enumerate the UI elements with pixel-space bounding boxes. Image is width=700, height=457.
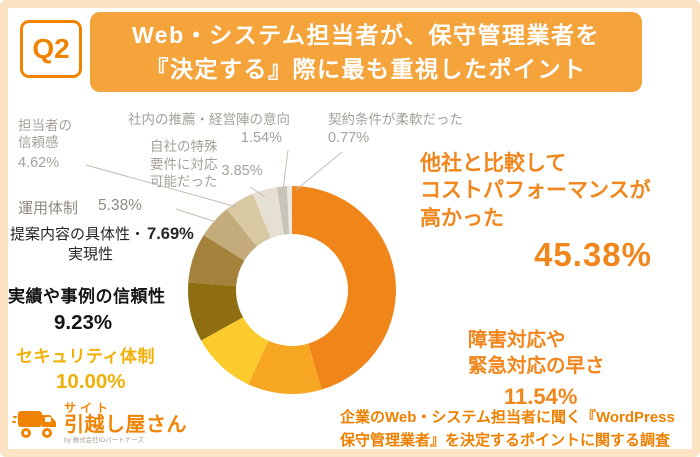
callout-shanai-pct: 1.54%	[240, 129, 282, 146]
callout-shogai-line2: 緊急対応の早さ	[468, 355, 605, 378]
donut-segment	[226, 193, 271, 247]
callout-jisseki: 実績や事例の信頼性 9.23%	[8, 282, 166, 335]
callout-jisha-line2: 要件に対応	[150, 156, 218, 172]
callout-tasha-pct: 45.38%	[534, 235, 652, 273]
callout-jisha: 自社の特殊 要件に対応 可能だった 3.85%	[150, 138, 263, 191]
callout-security: セキュリティ体制 10.00%	[16, 342, 155, 394]
donut-segments	[187, 186, 397, 395]
callout-tasha-line3: 高かった	[420, 206, 504, 230]
callout-jisha-lines: 自社の特殊 要件に対応 可能だった	[150, 138, 218, 191]
callout-jisha-line3: 可能だった	[150, 174, 218, 190]
question-number-label: Q2	[32, 33, 70, 64]
logo-sub-text: by 株式会社IDパートナーズ	[64, 436, 144, 444]
logo-main-text: 引越し屋さん	[64, 413, 187, 436]
page-title-line2: 『決定する』際に最も重視したポイント	[145, 56, 587, 82]
callout-unyo-text: 運用体制	[18, 200, 79, 217]
callout-tasha-lines: 他社と比較して コストパフォーマンスが 高かった	[420, 150, 652, 232]
callout-keiyaku: 契約条件が柔軟だった 0.77%	[328, 111, 463, 147]
callout-keiyaku-pct: 0.77%	[328, 129, 370, 146]
page-title: Web・システム担当者が、保守管理業者を 『決定する』際に最も重視したポイント	[90, 12, 642, 92]
callout-tasha-line2: コストパフォーマンスが	[420, 179, 651, 203]
question-number-badge: Q2	[20, 20, 82, 78]
donut-segment	[188, 235, 245, 286]
callout-jisseki-pct: 9.23%	[54, 311, 113, 334]
callout-shogai: 障害対応や 緊急対応の早さ 11.54%	[468, 327, 605, 410]
survey-note-line2: 保守管理業者』を決定するポイントに関する調査	[340, 431, 671, 449]
survey-note: 企業のWeb・システム担当者に聞く『WordPress 保守管理業者』を決定する…	[340, 407, 690, 452]
callout-tantosha-line1: 担当者の	[18, 118, 72, 133]
donut-segment	[203, 208, 257, 261]
truck-icon	[12, 411, 56, 439]
callout-unyo: 運用体制 5.38%	[18, 197, 142, 218]
callout-shogai-lines: 障害対応や 緊急対応の早さ	[468, 327, 605, 380]
callout-shanai: 社内の推薦・経営陣の意向 1.54%	[128, 111, 308, 147]
callout-jisha-line1: 自社の特殊	[150, 139, 218, 154]
donut-segment	[201, 317, 269, 385]
donut-segment	[276, 186, 290, 235]
site-logo: サイト 引越し屋さん by 株式会社IDパートナーズ	[12, 402, 187, 444]
donut-chart	[187, 186, 397, 395]
callout-jisseki-text: 実績や事例の信頼性	[8, 287, 166, 306]
callout-teian-line2: 実現性	[68, 246, 114, 264]
callout-teian-line1: 提案内容の具体性・ 7.69%	[10, 223, 194, 245]
callout-teian: 提案内容の具体性・ 7.69% 実現性	[10, 223, 194, 266]
callout-security-pct: 10.00%	[56, 370, 126, 393]
callout-keiyaku-text: 契約条件が柔軟だった	[328, 112, 463, 127]
callout-teian-pct: 7.69%	[147, 225, 194, 243]
callout-shogai-line1: 障害対応や	[468, 329, 566, 351]
callout-teian-line1-text: 提案内容の具体性・	[10, 226, 146, 243]
donut-segment	[292, 186, 397, 390]
donut-segment	[248, 340, 322, 395]
callout-tantosha-pct: 4.62%	[18, 155, 60, 172]
donut-segment	[252, 187, 284, 239]
logo-top-text: サイト	[64, 401, 113, 415]
callout-tantosha-line2: 信頼感	[18, 135, 59, 151]
donut-segment	[187, 282, 244, 341]
callout-jisha-pct: 3.85%	[221, 162, 263, 179]
callout-shanai-text: 社内の推薦・経営陣の意向	[128, 112, 290, 127]
callout-tasha: 他社と比較して コストパフォーマンスが 高かった 45.38%	[420, 150, 652, 274]
callout-tasha-line1: 他社と比較して	[420, 152, 567, 175]
callout-shogai-pct: 11.54%	[504, 383, 578, 409]
logo-text: サイト 引越し屋さん by 株式会社IDパートナーズ	[64, 402, 187, 444]
callout-tantosha: 担当者の 信頼感 4.62%	[18, 117, 72, 173]
callout-security-text: セキュリティ体制	[16, 347, 155, 366]
callout-unyo-pct: 5.38%	[98, 197, 142, 214]
page-title-line1: Web・システム担当者が、保守管理業者を	[132, 21, 600, 48]
donut-segment	[286, 186, 292, 235]
survey-note-line1: 企業のWeb・システム担当者に聞く『WordPress	[340, 409, 675, 426]
